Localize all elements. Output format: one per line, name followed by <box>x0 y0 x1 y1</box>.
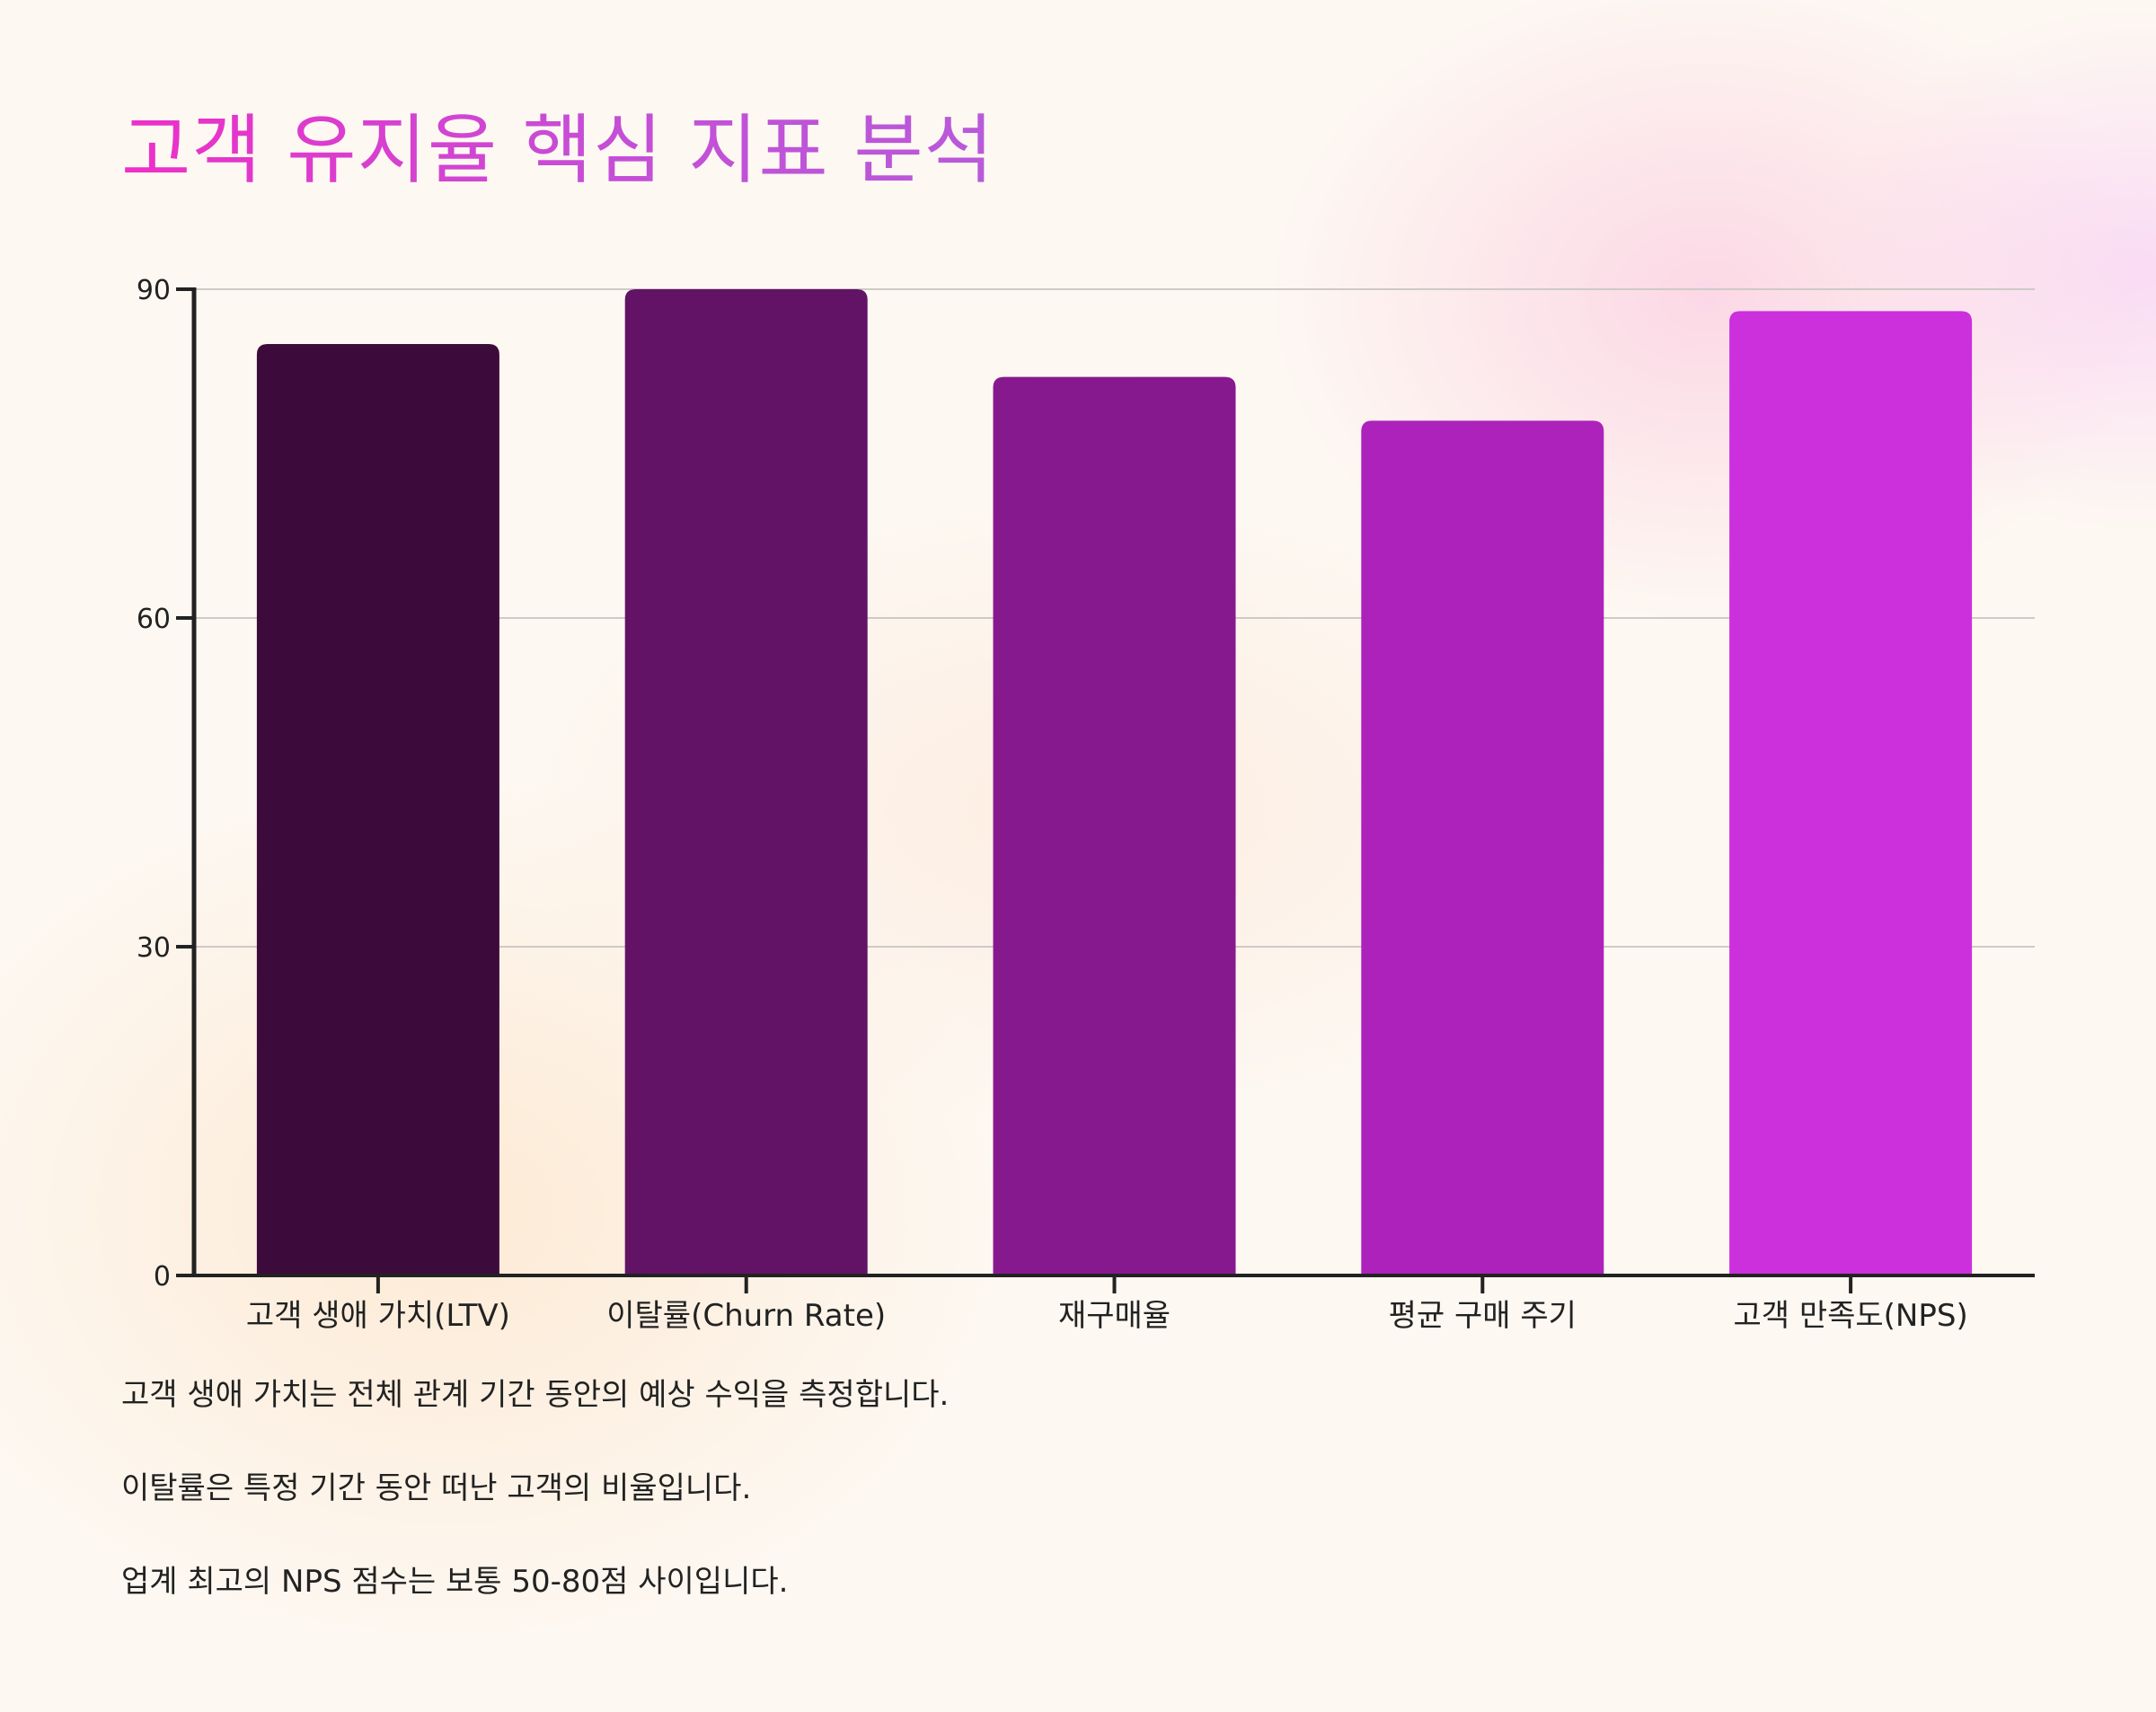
note-ltv: 고객 생애 가치는 전체 관계 기간 동안의 예상 수익을 측정합니다. <box>121 1377 950 1413</box>
y-tick-label: 90 <box>137 275 171 306</box>
bar <box>1361 420 1604 1275</box>
bar <box>993 376 1236 1276</box>
page-title: 고객 유지율 핵심 지표 분석 <box>121 90 994 199</box>
x-tick-label: 이탈률(Churn Rate) <box>606 1298 886 1334</box>
bar <box>624 289 868 1275</box>
notes: 고객 생애 가치는 전체 관계 기간 동안의 예상 수익을 측정합니다. 이탈률… <box>121 1374 949 1655</box>
bar-chart: 0 30 60 90 고객 생애 가치(LTV) 이탈률(Churn Rate) 재구매율 평… <box>137 275 2035 1334</box>
x-tick-label: 재구매율 <box>1058 1298 1171 1334</box>
x-tick-label: 고객 생애 가치(LTV) <box>246 1298 510 1334</box>
x-tick-label: 고객 만족도(NPS) <box>1733 1298 1967 1334</box>
y-tick-label: 30 <box>137 932 171 964</box>
x-tick-label: 평균 구매 주기 <box>1389 1298 1577 1334</box>
note-churn: 이탈률은 특정 기간 동안 떠난 고객의 비율입니다. <box>121 1470 752 1506</box>
y-tick-label: 0 <box>154 1261 171 1293</box>
bar <box>256 344 499 1275</box>
bar <box>1729 311 1973 1275</box>
note-nps: 업계 최고의 NPS 점수는 보통 50-80점 사이입니다. <box>121 1564 789 1600</box>
y-tick-label: 60 <box>137 604 171 635</box>
